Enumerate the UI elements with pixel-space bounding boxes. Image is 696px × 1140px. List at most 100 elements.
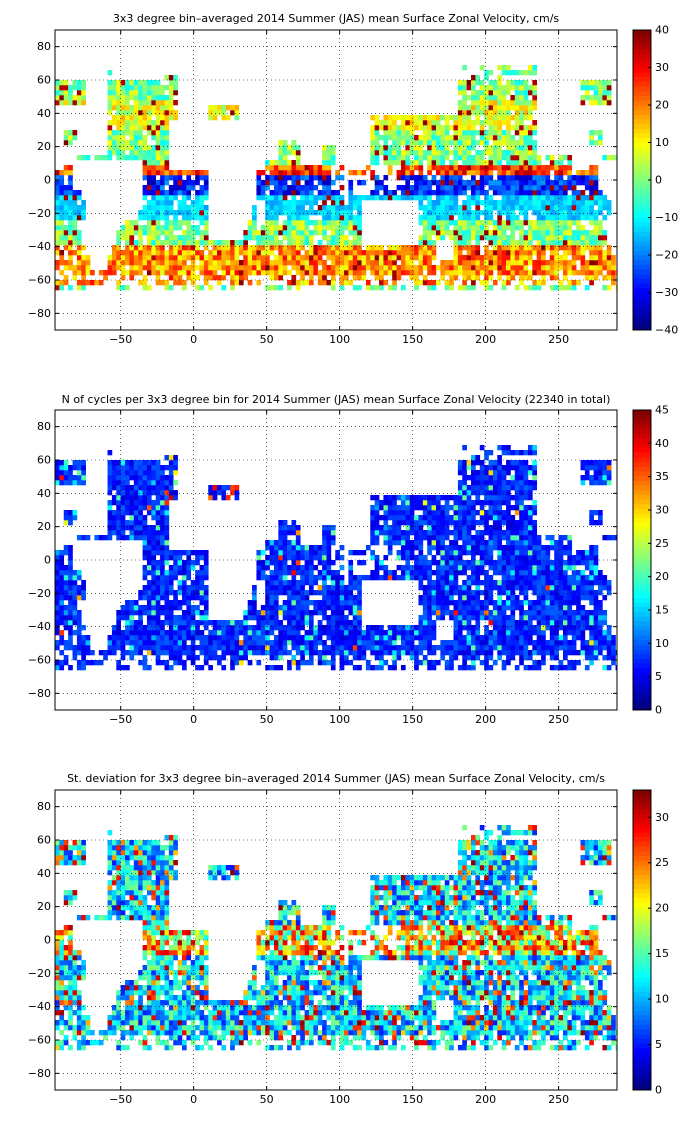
data-cell <box>514 245 520 251</box>
data-cell <box>269 605 275 611</box>
data-cell <box>488 240 494 246</box>
data-cell <box>234 105 240 111</box>
data-cell <box>146 270 152 276</box>
data-cell <box>510 165 516 171</box>
data-cell <box>203 240 209 246</box>
data-cell <box>427 640 432 646</box>
data-cell <box>484 170 489 176</box>
data-cell <box>523 70 529 76</box>
data-cell <box>453 260 459 266</box>
data-cell <box>344 600 349 606</box>
data-cell <box>365 265 371 271</box>
data-cell <box>116 515 121 521</box>
data-cell <box>440 205 446 211</box>
data-cell <box>85 645 91 651</box>
data-cell <box>435 180 441 186</box>
data-cell <box>111 520 117 526</box>
data-cell <box>212 260 218 266</box>
data-cell <box>265 180 270 186</box>
data-cell <box>479 125 485 131</box>
data-cell <box>151 180 157 186</box>
data-cell <box>471 145 476 151</box>
data-cell <box>527 110 533 116</box>
data-cell <box>146 525 152 531</box>
data-cell <box>431 135 437 141</box>
data-cell <box>379 195 384 201</box>
data-cell <box>287 625 292 631</box>
x-tick-label: 0 <box>190 333 197 346</box>
data-cell <box>125 100 130 106</box>
data-cell <box>400 625 406 631</box>
data-cell <box>322 150 327 156</box>
data-cell <box>422 610 428 616</box>
data-cell <box>173 240 178 246</box>
data-cell <box>142 540 148 546</box>
data-cell <box>260 550 266 556</box>
data-cell <box>396 135 402 141</box>
data-cell <box>273 240 279 246</box>
data-cell <box>278 160 284 166</box>
data-cell <box>457 230 463 236</box>
data-cell <box>400 285 406 291</box>
data-cell <box>173 460 178 466</box>
data-cell <box>133 255 139 261</box>
data-cell <box>335 270 340 276</box>
data-cell <box>120 90 126 96</box>
data-cell <box>330 595 336 601</box>
colorbar-segment <box>633 137 651 143</box>
data-cell <box>339 185 345 191</box>
data-cell <box>138 625 143 631</box>
data-cell <box>107 450 113 456</box>
data-cell <box>322 180 327 186</box>
data-cell <box>160 505 165 511</box>
data-cell <box>155 485 161 491</box>
data-cell <box>440 125 446 131</box>
data-cell <box>409 550 415 556</box>
data-cell <box>269 250 275 256</box>
data-cell <box>532 125 538 131</box>
data-cell <box>129 230 135 236</box>
data-cell <box>409 570 415 576</box>
data-cell <box>304 240 310 246</box>
data-cell <box>300 645 305 651</box>
data-cell <box>308 195 314 201</box>
data-cell <box>68 585 73 591</box>
data-cell <box>471 135 476 141</box>
data-cell <box>418 265 424 271</box>
data-cell <box>269 215 275 221</box>
data-cell <box>265 620 270 626</box>
data-cell <box>440 150 446 156</box>
data-cell <box>234 625 240 631</box>
data-cell <box>536 190 542 196</box>
data-cell <box>418 580 424 586</box>
data-cell <box>164 250 170 256</box>
data-cell <box>120 115 126 121</box>
data-cell <box>282 605 288 611</box>
data-cell <box>138 230 143 236</box>
data-cell <box>418 505 424 511</box>
data-cell <box>339 640 345 646</box>
data-cell <box>602 285 608 291</box>
data-cell <box>186 175 192 181</box>
data-cell <box>168 570 174 576</box>
data-cell <box>252 590 257 596</box>
data-cell <box>308 655 314 661</box>
data-cell <box>225 270 231 276</box>
data-cell <box>541 230 546 236</box>
data-cell <box>427 180 432 186</box>
data-cell <box>120 610 126 616</box>
data-cell <box>497 200 502 206</box>
data-cell <box>326 565 332 571</box>
data-cell <box>195 175 200 181</box>
data-cell <box>422 555 428 561</box>
data-cell <box>427 575 432 581</box>
data-cell <box>418 530 424 536</box>
data-cell <box>462 160 467 166</box>
data-cell <box>208 665 213 671</box>
data-cell <box>199 270 205 276</box>
data-cell <box>120 530 126 536</box>
data-cell <box>532 265 538 271</box>
data-cell <box>497 250 502 256</box>
data-cell <box>598 250 603 256</box>
data-cell <box>243 630 248 636</box>
